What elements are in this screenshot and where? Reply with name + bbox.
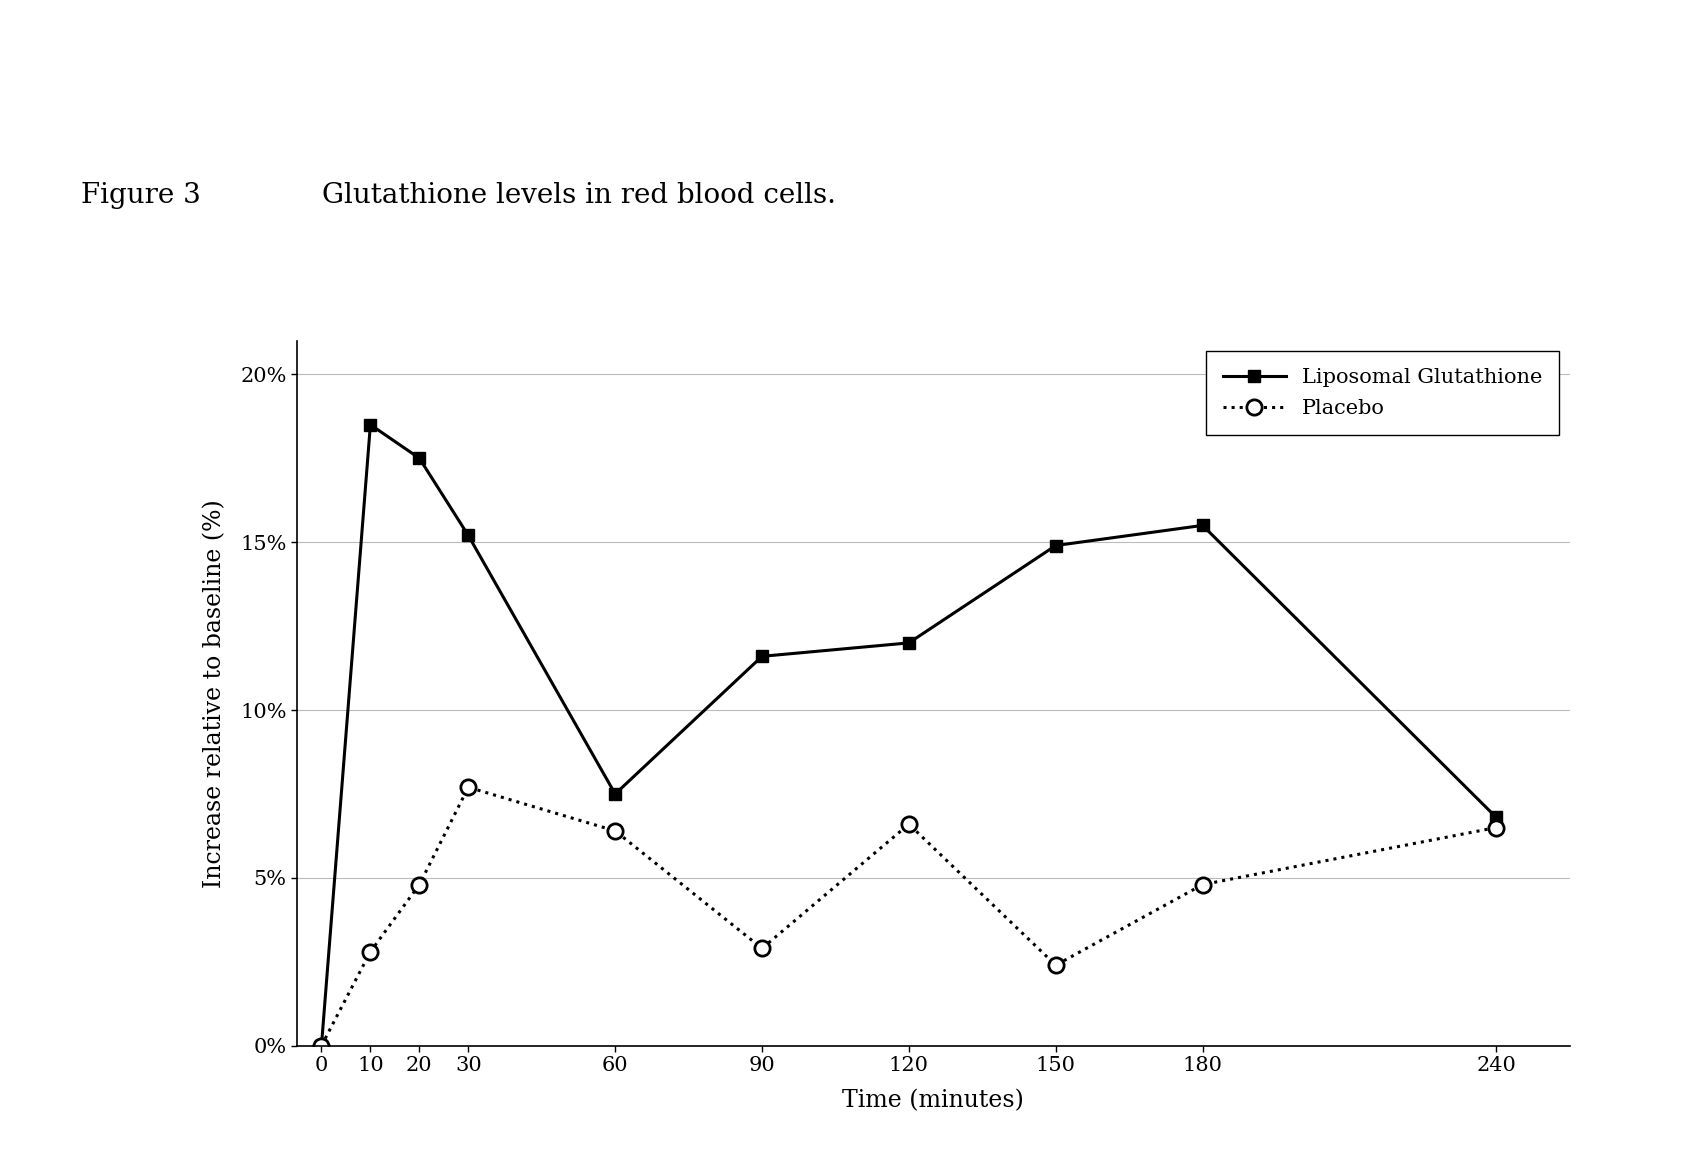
Liposomal Glutathione bbox=[899, 636, 920, 650]
Liposomal Glutathione bbox=[311, 1039, 331, 1053]
Liposomal Glutathione bbox=[752, 650, 772, 664]
Liposomal Glutathione bbox=[604, 787, 624, 801]
Placebo bbox=[458, 780, 479, 794]
Placebo bbox=[360, 945, 380, 959]
Line: Placebo: Placebo bbox=[314, 779, 1504, 1054]
Placebo bbox=[752, 941, 772, 955]
Placebo bbox=[409, 878, 429, 892]
Liposomal Glutathione bbox=[458, 529, 479, 543]
Legend: Liposomal Glutathione, Placebo: Liposomal Glutathione, Placebo bbox=[1207, 351, 1560, 435]
Liposomal Glutathione bbox=[1193, 518, 1213, 532]
Liposomal Glutathione bbox=[409, 451, 429, 465]
Placebo bbox=[899, 817, 920, 831]
Y-axis label: Increase relative to baseline (%): Increase relative to baseline (%) bbox=[204, 499, 226, 887]
Placebo bbox=[604, 824, 624, 838]
Placebo bbox=[1045, 958, 1066, 972]
Placebo bbox=[1487, 820, 1507, 834]
X-axis label: Time (minutes): Time (minutes) bbox=[842, 1089, 1025, 1112]
Text: Glutathione levels in red blood cells.: Glutathione levels in red blood cells. bbox=[322, 182, 837, 209]
Placebo bbox=[311, 1039, 331, 1053]
Liposomal Glutathione bbox=[1487, 811, 1507, 825]
Placebo bbox=[1193, 878, 1213, 892]
Liposomal Glutathione bbox=[360, 417, 380, 431]
Liposomal Glutathione bbox=[1045, 538, 1066, 552]
Text: Figure 3: Figure 3 bbox=[81, 182, 202, 209]
Line: Liposomal Glutathione: Liposomal Glutathione bbox=[316, 418, 1502, 1052]
